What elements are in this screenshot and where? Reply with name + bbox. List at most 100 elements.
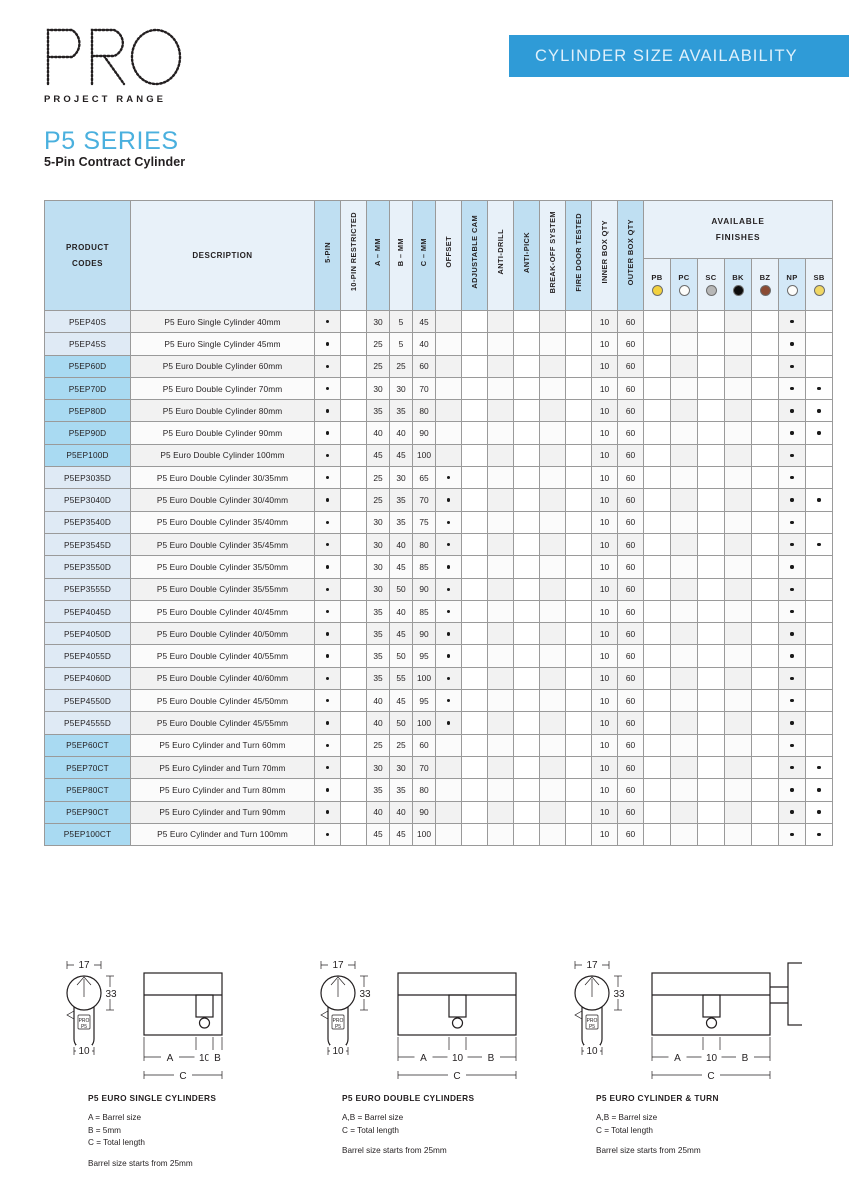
cell-inner-box-qty: 10 [591, 332, 618, 356]
cell-a-mm: 40 [366, 800, 390, 824]
table-row[interactable]: P5EP100CT P5 Euro Cylinder and Turn 100mm… [44, 822, 834, 847]
diagram-footnote: Barrel size starts from 25mm [342, 1146, 447, 1156]
cell-5-pin [314, 711, 341, 735]
brand-logo: PROJECT RANGE [44, 26, 184, 105]
cell-5-pin [314, 399, 341, 423]
product-code-cell: P5EP3550D [44, 555, 131, 579]
cell-finish-bz [751, 778, 779, 802]
cell-finish-bz [751, 666, 779, 691]
availability-dot-icon [790, 765, 794, 770]
cell-break-off-system [539, 577, 566, 601]
availability-dot-icon [790, 654, 794, 658]
cell-offset [435, 354, 462, 378]
cell-anti-pick [513, 755, 540, 780]
cell-finish-pb [643, 421, 671, 445]
availability-dot-icon [790, 431, 794, 435]
cell-finish-np [778, 421, 806, 445]
cell-adjustable-cam [461, 443, 488, 468]
svg-text:17: 17 [586, 960, 598, 971]
cell-b-mm: 50 [389, 711, 413, 735]
page-subtitle: 5-Pin Contract Cylinder [44, 155, 186, 169]
table-row[interactable]: P5EP70D P5 Euro Double Cylinder 70mm 30 30 7… [44, 376, 834, 401]
description-cell: P5 Euro Single Cylinder 40mm [130, 309, 315, 334]
cell-finish-pc [670, 689, 698, 713]
cell-offset [435, 555, 462, 579]
cell-finish-pb [643, 466, 671, 490]
table-row[interactable]: P5EP3545D P5 Euro Double Cylinder 35/45mm… [44, 532, 834, 557]
table-row[interactable]: P5EP80D P5 Euro Double Cylinder 80mm 35 35 8… [44, 399, 834, 423]
cell-finish-bz [751, 822, 779, 847]
cell-finish-sc [697, 622, 725, 646]
cell-anti-pick [513, 443, 540, 468]
cell-offset [435, 532, 462, 557]
cell-a-mm: 25 [366, 733, 390, 757]
table-row[interactable]: P5EP4550D P5 Euro Double Cylinder 45/50mm… [44, 689, 834, 713]
table-row[interactable]: P5EP4045D P5 Euro Double Cylinder 40/45mm… [44, 599, 834, 624]
cell-5-pin [314, 800, 341, 824]
table-row[interactable]: P5EP70CT P5 Euro Cylinder and Turn 70mm 30… [44, 755, 834, 780]
product-code-cell: P5EP4060D [44, 666, 131, 691]
table-row[interactable]: P5EP4555D P5 Euro Double Cylinder 45/55mm… [44, 711, 834, 735]
cell-finish-np [778, 599, 806, 624]
cell-finish-np [778, 332, 806, 356]
cell-inner-box-qty: 10 [591, 399, 618, 423]
table-row[interactable]: P5EP3540D P5 Euro Double Cylinder 35/40mm… [44, 510, 834, 534]
table-row[interactable]: P5EP100D P5 Euro Double Cylinder 100mm 45 4… [44, 443, 834, 468]
header-a-mm: A – MM [366, 200, 390, 311]
table-row[interactable]: P5EP4060D P5 Euro Double Cylinder 40/60mm… [44, 666, 834, 691]
cell-anti-pick [513, 421, 540, 445]
cell-anti-drill [487, 711, 514, 735]
table-row[interactable]: P5EP3040D P5 Euro Double Cylinder 30/40mm… [44, 488, 834, 512]
availability-dot-icon [325, 743, 330, 747]
table-row[interactable]: P5EP3550D P5 Euro Double Cylinder 35/50mm… [44, 555, 834, 579]
cell-finish-sb [804, 466, 834, 490]
header-break-off-system: BREAK-OFF SYSTEM [539, 200, 566, 311]
cell-inner-box-qty: 10 [591, 466, 618, 490]
cell-break-off-system [539, 644, 566, 668]
cell-outer-box-qty: 60 [617, 689, 644, 713]
cell-c-mm: 100 [412, 711, 436, 735]
cell-fire-door-tested [565, 755, 592, 780]
cell-5-pin [314, 532, 341, 557]
cell-5-pin [314, 555, 341, 579]
table-row[interactable]: P5EP60D P5 Euro Double Cylinder 60mm 25 25 6… [44, 354, 834, 378]
cell-fire-door-tested [565, 309, 592, 334]
page-header: PROJECT RANGE CYLINDER SIZE AVAILABILITY [0, 0, 849, 128]
cell-c-mm: 90 [412, 421, 436, 445]
table-row[interactable]: P5EP90D P5 Euro Double Cylinder 90mm 40 40 9… [44, 421, 834, 445]
cell-finish-np [778, 532, 806, 557]
cell-10-pin-restricted [340, 622, 367, 646]
table-row[interactable]: P5EP45S P5 Euro Single Cylinder 45mm 25 5 40… [44, 332, 834, 356]
cell-finish-bk [724, 309, 752, 334]
table-row[interactable]: P5EP3555D P5 Euro Double Cylinder 35/55mm… [44, 577, 834, 601]
table-row[interactable]: P5EP90CT P5 Euro Cylinder and Turn 90mm 40… [44, 800, 834, 824]
table-row[interactable]: P5EP40S P5 Euro Single Cylinder 40mm 30 5 45… [44, 309, 834, 334]
cell-finish-sb [804, 599, 834, 624]
table-row[interactable]: P5EP80CT P5 Euro Cylinder and Turn 80mm 35… [44, 778, 834, 802]
cell-finish-bk [724, 689, 752, 713]
cell-c-mm: 100 [412, 822, 436, 847]
cell-outer-box-qty: 60 [617, 443, 644, 468]
cell-b-mm: 5 [389, 309, 413, 334]
cell-finish-np [778, 755, 806, 780]
cell-b-mm: 45 [389, 689, 413, 713]
availability-dot-icon [817, 542, 821, 547]
cell-finish-bz [751, 488, 779, 512]
cell-anti-pick [513, 399, 540, 423]
cell-finish-pc [670, 488, 698, 512]
cell-c-mm: 70 [412, 755, 436, 780]
availability-dot-icon [446, 565, 451, 569]
cell-a-mm: 30 [366, 555, 390, 579]
diagram-note-line: A = Barrel size [88, 1113, 142, 1122]
cell-finish-np [778, 822, 806, 847]
availability-dot-icon [325, 699, 330, 703]
cell-b-mm: 45 [389, 555, 413, 579]
table-row[interactable]: P5EP4050D P5 Euro Double Cylinder 40/50mm… [44, 622, 834, 646]
cell-5-pin [314, 733, 341, 757]
table-row[interactable]: P5EP3035D P5 Euro Double Cylinder 30/35mm… [44, 466, 834, 490]
cell-anti-pick [513, 666, 540, 691]
table-row[interactable]: P5EP4055D P5 Euro Double Cylinder 40/55mm… [44, 644, 834, 668]
availability-dot-icon [325, 364, 330, 368]
table-row[interactable]: P5EP60CT P5 Euro Cylinder and Turn 60mm 25… [44, 733, 834, 757]
availability-dot-icon [817, 498, 821, 502]
